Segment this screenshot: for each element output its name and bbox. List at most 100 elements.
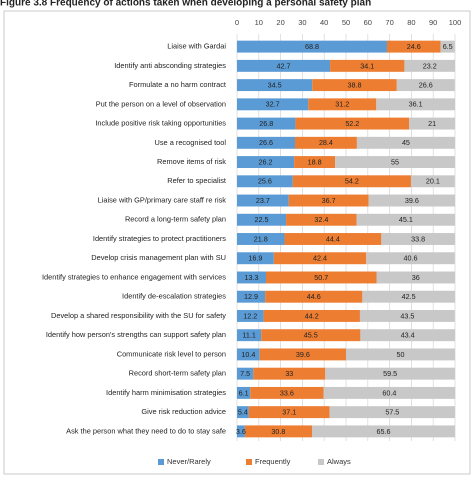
bar-segment — [237, 79, 313, 92]
bar-segment — [308, 98, 377, 111]
category-label: Formulate a no harm contract — [129, 80, 226, 89]
legend-label: Always — [327, 457, 351, 466]
bar-segment — [253, 367, 326, 380]
value-label: 20.1 — [426, 177, 440, 186]
bar-segment — [360, 329, 455, 342]
category-label: Develop a shared responsibility with the… — [51, 311, 226, 320]
category-label: Identify strategies to enhance engagemen… — [42, 272, 226, 281]
x-tick-label: 10 — [255, 18, 263, 27]
value-label: 36.1 — [409, 100, 423, 109]
bar-segment — [237, 386, 251, 399]
bar-segment — [261, 329, 361, 342]
value-label: 12.2 — [243, 311, 257, 320]
bar-segment — [404, 59, 455, 72]
bar-segment — [330, 59, 405, 72]
bar-segment — [237, 213, 287, 226]
value-label: 50 — [397, 350, 405, 359]
bar-segment — [237, 252, 274, 265]
bar-segment — [386, 40, 441, 53]
category-label: Develop crisis management plan with SU — [91, 253, 226, 262]
bar-segment — [237, 406, 249, 419]
bar-segment — [323, 386, 456, 399]
value-label: 65.6 — [376, 427, 390, 436]
value-label: 42.5 — [402, 292, 416, 301]
bar-segment — [263, 309, 360, 322]
category-label: Liaise with GP/primary care staff re ris… — [98, 195, 227, 204]
category-label: Give risk reduction advice — [141, 407, 226, 416]
bar-segment — [346, 348, 455, 361]
value-label: 38.8 — [348, 81, 362, 90]
bar-segment — [265, 271, 377, 284]
value-label: 32.4 — [314, 215, 328, 224]
value-label: 34.1 — [360, 61, 374, 70]
value-label: 24.6 — [407, 42, 421, 51]
bar-segment — [335, 156, 455, 169]
value-label: 39.6 — [405, 196, 419, 205]
bar-segment — [284, 233, 382, 245]
bar-segment — [325, 367, 455, 380]
category-label: Include positive risk taking opportuniti… — [95, 119, 226, 128]
category-label: Remove items of risk — [157, 157, 226, 166]
bar-segment — [248, 406, 330, 419]
value-label: 34.5 — [268, 81, 282, 90]
category-label: Identify harm minimisation strategies — [106, 388, 226, 397]
bar-segment — [237, 194, 289, 207]
x-tick-label: 80 — [407, 18, 415, 27]
value-label: 22.5 — [255, 215, 269, 224]
legend-swatch — [246, 459, 252, 465]
bar-segment — [237, 40, 387, 53]
bar-segment — [376, 98, 455, 111]
category-label: Record short-term safety plan — [129, 369, 226, 378]
category-label: Communicate risk level to person — [117, 349, 226, 358]
value-label: 36 — [412, 273, 420, 282]
value-label: 26.2 — [259, 157, 273, 166]
value-label: 68.8 — [305, 42, 319, 51]
bar-segment — [410, 175, 455, 188]
category-label: Ask the person what they need to do to s… — [66, 426, 226, 435]
bar-segment — [250, 386, 324, 399]
bar-segment — [356, 213, 455, 226]
value-label: 42.4 — [313, 254, 327, 263]
value-label: 42.7 — [277, 61, 291, 70]
value-label: 26.6 — [259, 138, 273, 147]
bar-segment — [311, 425, 455, 438]
value-label: 44.2 — [305, 311, 319, 320]
value-label: 31.2 — [335, 100, 349, 109]
bar-segment — [237, 271, 266, 284]
bar-segment — [244, 425, 312, 438]
value-label: 43.5 — [400, 311, 414, 320]
value-label: 50.7 — [314, 273, 328, 282]
value-label: 18.8 — [308, 157, 322, 166]
value-label: 26.6 — [419, 81, 433, 90]
value-label: 23.2 — [423, 61, 437, 70]
value-label: 6.1 — [239, 388, 249, 397]
category-label: Identify de-escalation strategies — [122, 292, 226, 301]
value-label: 60.4 — [382, 388, 396, 397]
value-label: 6.5 — [443, 42, 453, 51]
bar-segment — [237, 136, 295, 149]
value-label: 13.3 — [244, 273, 258, 282]
x-tick-label: 70 — [385, 18, 393, 27]
bar-segment — [368, 194, 455, 207]
value-label: 32.7 — [266, 100, 280, 109]
value-label: 5.4 — [238, 408, 248, 417]
value-label: 59.5 — [383, 369, 397, 378]
bar-segment — [237, 175, 293, 188]
bar-segment — [237, 425, 245, 438]
category-label: Liaise with Gardai — [167, 42, 226, 51]
value-label: 44.6 — [307, 292, 321, 301]
value-label: 25.6 — [258, 177, 272, 186]
category-label: Use a recognised tool — [155, 138, 227, 147]
value-label: 26.8 — [259, 119, 273, 128]
bar-segment — [237, 233, 285, 245]
value-label: 33.8 — [411, 234, 425, 243]
value-label: 37.1 — [282, 408, 296, 417]
x-tick-label: 50 — [342, 18, 350, 27]
x-tick-label: 40 — [320, 18, 328, 27]
bar-segment — [294, 156, 336, 169]
x-tick-label: 60 — [364, 18, 372, 27]
legend-swatch — [318, 459, 324, 465]
bar-segment — [286, 213, 357, 226]
bar-segment — [273, 252, 367, 265]
